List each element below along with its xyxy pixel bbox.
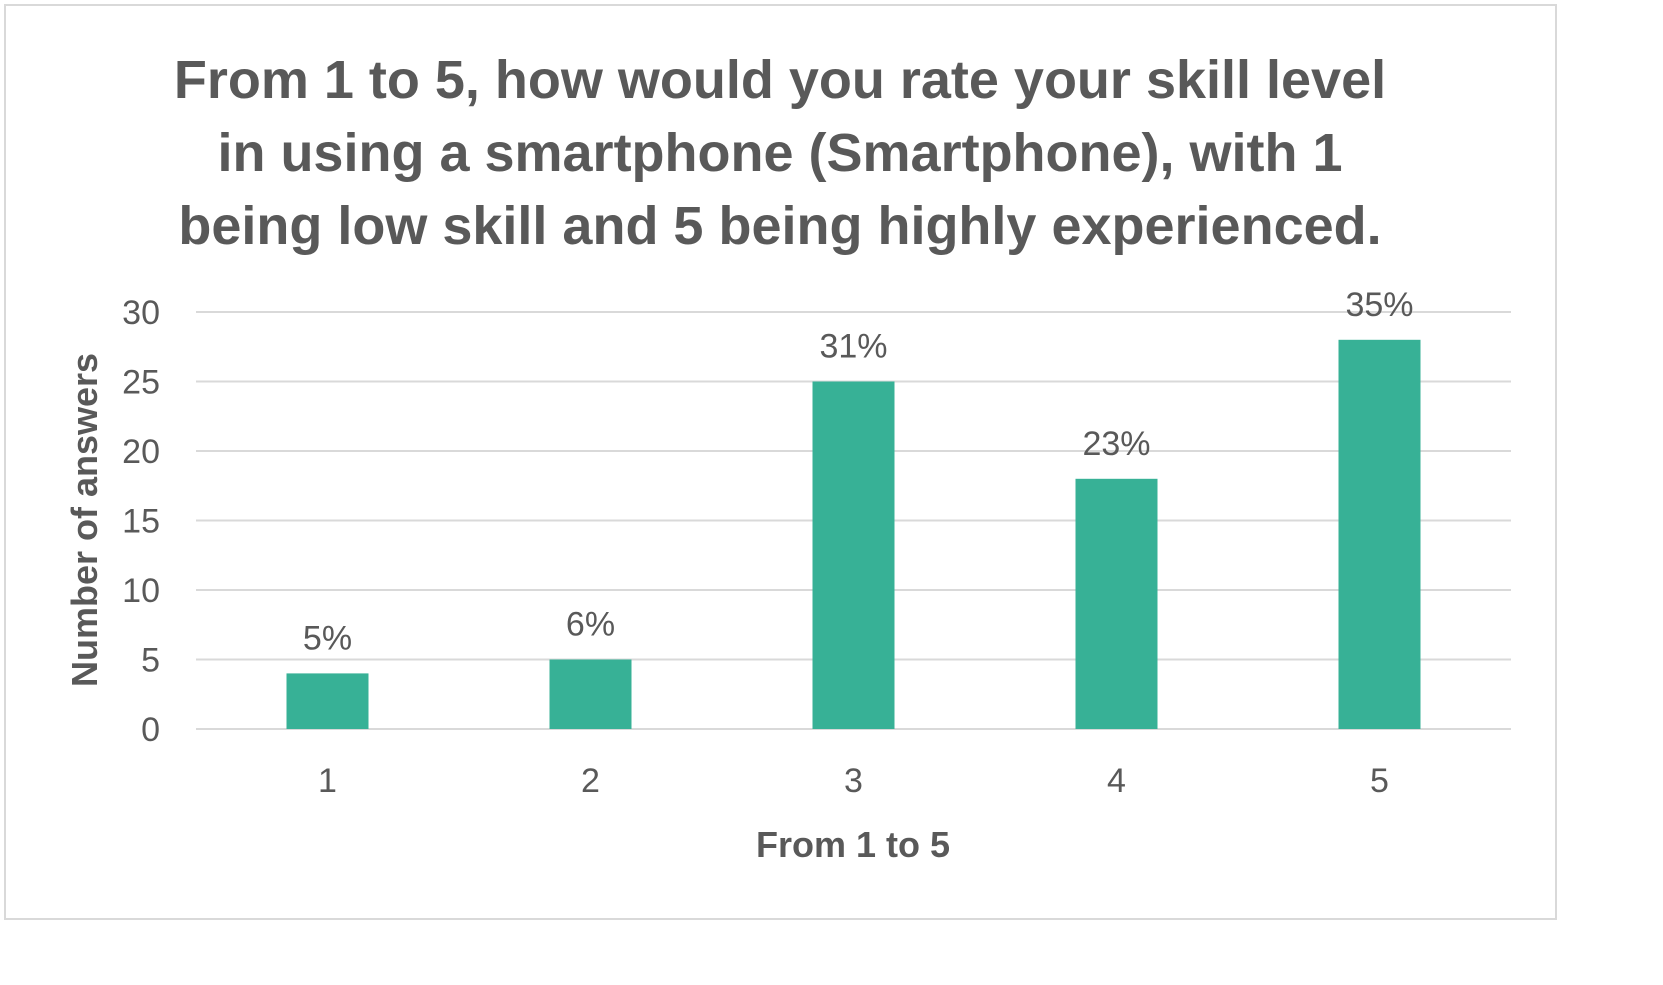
x-axis-title: From 1 to 5 — [756, 824, 950, 865]
x-tick-label: 2 — [581, 762, 600, 800]
bar-2 — [549, 659, 632, 729]
y-axis-tick-labels: 0 5 10 15 20 25 30 — [122, 294, 160, 749]
x-axis-tick-labels: 1 2 3 4 5 — [318, 762, 1389, 800]
data-labels: 5% 6% 31% 23% 35% — [303, 286, 1414, 658]
chart-frame — [4, 4, 1557, 920]
chart-title: From 1 to 5, how would you rate your ski… — [173, 50, 1387, 256]
y-tick-label: 25 — [122, 364, 160, 402]
y-axis-title: Number of answers — [64, 353, 105, 687]
bar-1 — [286, 673, 369, 729]
y-tick-label: 5 — [141, 642, 160, 680]
x-tick-label: 3 — [844, 762, 863, 800]
data-label: 31% — [819, 328, 887, 366]
y-tick-label: 10 — [122, 572, 160, 610]
data-label: 6% — [566, 606, 615, 644]
bars — [286, 339, 1421, 729]
x-tick-label: 5 — [1370, 762, 1389, 800]
x-tick-label: 1 — [318, 762, 337, 800]
data-label: 35% — [1345, 286, 1413, 324]
bar-5 — [1338, 339, 1421, 729]
y-tick-label: 30 — [122, 294, 160, 332]
data-label: 23% — [1082, 425, 1150, 463]
x-tick-label: 4 — [1107, 762, 1126, 800]
bar-3 — [812, 381, 895, 729]
y-tick-label: 0 — [141, 711, 160, 749]
y-tick-label: 15 — [122, 503, 160, 541]
y-tick-label: 20 — [122, 433, 160, 471]
bar-4 — [1075, 478, 1158, 729]
data-label: 5% — [303, 619, 352, 657]
